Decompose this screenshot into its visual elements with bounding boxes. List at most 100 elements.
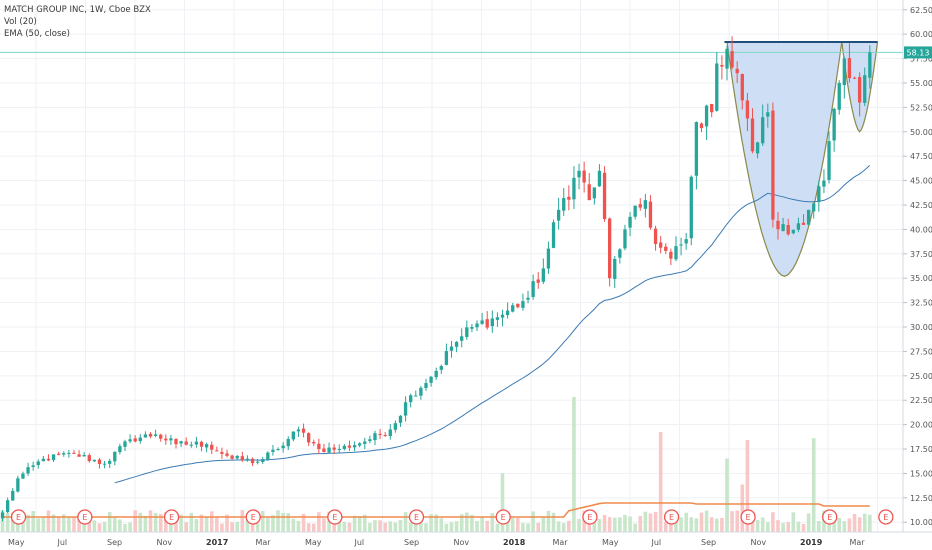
volume-bar [597, 518, 602, 532]
candle-body [46, 458, 51, 461]
volume-bar [842, 521, 847, 532]
volume-bar [158, 513, 163, 532]
x-tick-label: Jul [354, 538, 365, 547]
volume-bar [209, 511, 214, 532]
y-tick-label: 27.50 [910, 347, 932, 356]
candle-body [409, 395, 413, 403]
candle-body [781, 224, 785, 232]
candle-body [577, 170, 581, 178]
earnings-marker-label: E [669, 513, 674, 522]
earnings-marker-label: E [169, 513, 174, 522]
volume-bar [393, 522, 398, 532]
candle-body [286, 438, 290, 447]
candle-body [475, 323, 479, 328]
volume-bar [495, 523, 500, 532]
volume-bar [179, 514, 183, 532]
volume-bar [164, 512, 168, 532]
candle-body [164, 438, 168, 441]
volume-bar [862, 513, 867, 532]
x-tick-label: May [305, 538, 322, 547]
volume-bar [638, 516, 643, 532]
volume-bar [342, 521, 347, 532]
volume-bar [250, 517, 255, 532]
candle-body [582, 170, 586, 183]
volume-bar [281, 512, 285, 532]
candle-body [516, 303, 520, 308]
volume-bar [240, 510, 245, 532]
volume-bar [148, 510, 153, 532]
volume-bar [97, 523, 102, 532]
candle-body [842, 58, 846, 86]
volume-bar [827, 518, 831, 532]
candle-body [255, 461, 260, 463]
candle-body [414, 395, 418, 397]
volume-bar [56, 517, 61, 532]
y-tick-label: 25.00 [910, 372, 932, 381]
candle-body [332, 447, 336, 450]
candle-body [536, 279, 540, 283]
volume-bar [347, 522, 352, 532]
volume-bar [730, 511, 734, 532]
candle-body [786, 224, 790, 235]
candle-body [439, 366, 443, 370]
candle-body [296, 429, 301, 432]
candle-body [664, 246, 668, 251]
earnings-marker-label: E [82, 513, 87, 522]
volume-bar [10, 512, 15, 532]
candle-body [368, 439, 372, 442]
candle-body [347, 445, 352, 448]
volume-bar [796, 521, 801, 532]
candle-body [541, 268, 545, 282]
earnings-marker [163, 509, 180, 525]
candle-body [419, 387, 423, 396]
volume-bar [546, 510, 551, 532]
volume-bar [857, 517, 862, 532]
y-tick-label: 62.50 [910, 6, 932, 15]
candle-body [863, 75, 867, 103]
candle-body [398, 415, 403, 423]
x-tick-label: Jul [57, 538, 68, 547]
candle-body [710, 104, 714, 113]
y-tick-label: 42.50 [910, 201, 932, 210]
earnings-marker-label: E [16, 513, 21, 522]
candle-body [806, 209, 811, 225]
volume-bar [92, 520, 97, 532]
candle-body [837, 82, 841, 110]
candle-body [429, 376, 433, 383]
candle-body [72, 452, 76, 454]
candle-body [225, 453, 229, 456]
volume-bar [653, 511, 658, 532]
volume-bar [444, 523, 449, 532]
candle-body [179, 441, 183, 444]
volume-bar [771, 512, 775, 532]
earnings-marker [77, 509, 93, 525]
candle-body [776, 220, 780, 230]
earnings-marker-label: E [827, 513, 832, 522]
candle-body [638, 204, 642, 208]
volume-bar [817, 521, 821, 532]
candle-body [143, 434, 148, 438]
earnings-marker [663, 509, 680, 525]
candle-body [755, 142, 760, 154]
legend-title: MATCH GROUP INC, 1W, Cboe BZX [4, 5, 151, 15]
candle-body [281, 445, 285, 449]
volume-bar [220, 523, 224, 532]
candle-body [358, 443, 362, 446]
candle-body [16, 478, 20, 492]
volume-bar [317, 512, 321, 532]
volume-bar [352, 515, 357, 532]
volume-bar [311, 523, 316, 532]
candle-body [403, 402, 408, 416]
volume-bar [556, 521, 561, 532]
volume-bar [526, 523, 530, 532]
volume-bar [107, 512, 112, 532]
earnings-marker-label: E [251, 513, 256, 522]
candle-body [271, 449, 275, 452]
candle-body [715, 63, 719, 111]
candle-body [653, 228, 658, 245]
y-tick-label: 12.50 [910, 494, 932, 503]
volume-bar [704, 510, 709, 532]
candle-body [684, 239, 688, 244]
earnings-marker [10, 509, 27, 525]
